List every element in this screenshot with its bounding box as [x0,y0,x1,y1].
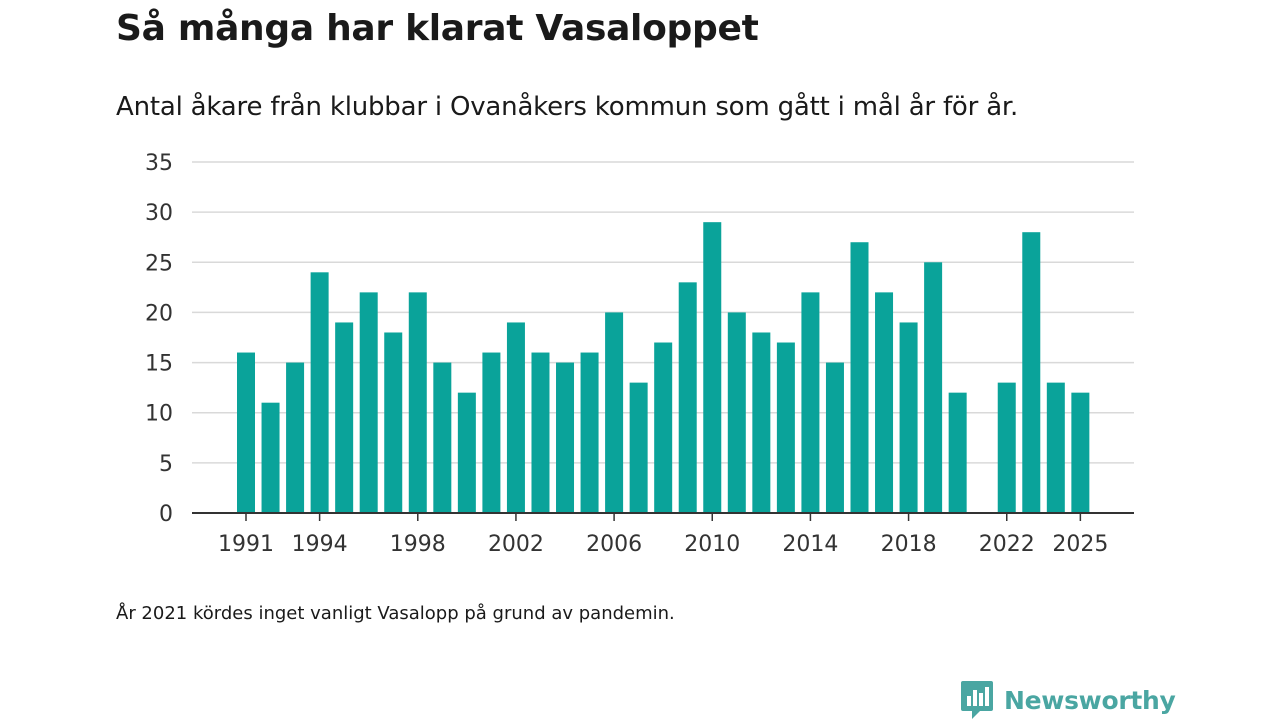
bar-2023 [1022,232,1041,513]
bar-2017 [875,292,894,513]
brand-logo: Newsworthy [960,680,1176,720]
x-tick-label: 2002 [488,532,544,557]
x-tick-label: 2025 [1052,532,1108,557]
bar-1996 [359,292,378,513]
bar-2002 [506,322,525,513]
x-tick-label: 2014 [782,532,838,557]
chart-subtitle: Antal åkare från klubbar i Ovanåkers kom… [116,92,1019,122]
bar-2011 [727,312,746,513]
y-tick-label: 15 [145,352,173,377]
x-tick-label: 1998 [390,532,446,557]
chart-title: Så många har klarat Vasaloppet [116,8,759,49]
bar-2008 [654,342,673,513]
bar-2007 [629,382,648,513]
bar-2005 [580,352,599,513]
bar-2022 [997,382,1016,513]
y-tick-label: 35 [145,151,173,176]
newsworthy-logo-icon [961,681,993,719]
bar-2020 [948,392,967,513]
bar-1991 [237,352,255,513]
bar-1998 [408,292,427,513]
x-tick-label: 2022 [979,532,1035,557]
x-tick-label: 1991 [218,532,274,557]
bar-2009 [678,282,697,513]
bar-2006 [605,312,624,513]
bar-2013 [776,342,795,513]
x-tick-label: 1994 [292,532,348,557]
bar-2012 [752,332,771,513]
bar-2000 [457,392,476,513]
x-tick-label: 2018 [881,532,937,557]
bar-2016 [850,242,869,513]
bar-1995 [335,322,354,513]
bars [237,222,1090,513]
x-axis-ticks: 1991 1994 1998 2002 2006 2010 2014 2018 2022 2025 [218,513,1108,557]
y-tick-label: 20 [145,301,173,326]
bar-2003 [531,352,550,513]
brand-name: Newsworthy [1004,685,1176,715]
bar-2004 [556,362,575,513]
y-tick-label: 5 [159,452,173,477]
y-tick-label: 0 [159,502,173,527]
bar-1993 [286,362,305,513]
y-tick-label: 25 [145,251,173,276]
y-axis-ticks: 0 5 10 15 20 25 30 35 [145,151,173,527]
bar-1997 [384,332,403,513]
bar-1999 [433,362,452,513]
bar-2024 [1046,382,1065,513]
y-tick-label: 10 [145,402,173,427]
bar-2015 [825,362,844,513]
x-tick-label: 2006 [586,532,642,557]
bar-1994 [310,272,329,513]
bar-2025 [1071,392,1090,513]
bar-2001 [482,352,501,513]
bar-2018 [899,322,918,513]
y-tick-label: 30 [145,201,173,226]
x-tick-label: 2010 [684,532,740,557]
bar-1992 [261,402,280,513]
bar-2014 [801,292,820,513]
bar-2010 [703,222,722,513]
footnote: År 2021 kördes inget vanligt Vasalopp på… [116,603,675,624]
bar-2019 [924,262,943,513]
